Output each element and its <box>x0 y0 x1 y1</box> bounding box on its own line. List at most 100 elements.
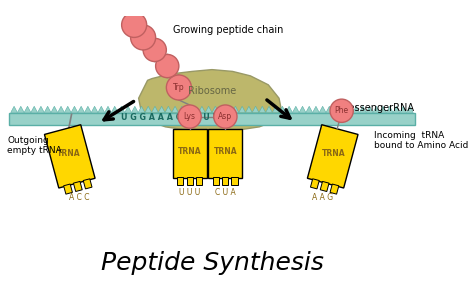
Circle shape <box>155 54 179 78</box>
Bar <box>64 184 73 194</box>
Polygon shape <box>212 106 219 113</box>
Polygon shape <box>71 106 78 113</box>
Polygon shape <box>31 106 37 113</box>
Bar <box>231 177 237 185</box>
Bar <box>307 125 358 188</box>
Polygon shape <box>64 106 71 113</box>
Polygon shape <box>373 106 380 113</box>
Polygon shape <box>158 106 165 113</box>
Polygon shape <box>339 106 346 113</box>
Text: A A G: A A G <box>312 193 333 202</box>
Polygon shape <box>219 106 225 113</box>
Text: TRNA: TRNA <box>57 149 81 158</box>
Polygon shape <box>407 106 413 113</box>
Polygon shape <box>11 106 18 113</box>
Polygon shape <box>51 106 58 113</box>
Text: Ribosome: Ribosome <box>188 86 236 96</box>
Text: Outgoing
empty tRNA: Outgoing empty tRNA <box>7 136 62 155</box>
Bar <box>213 177 219 185</box>
Polygon shape <box>380 106 386 113</box>
Polygon shape <box>44 106 51 113</box>
Polygon shape <box>185 106 192 113</box>
Text: TRNA: TRNA <box>178 147 201 156</box>
Bar <box>222 177 228 185</box>
Polygon shape <box>205 106 212 113</box>
Polygon shape <box>386 106 393 113</box>
Text: MessengerRNA: MessengerRNA <box>340 103 414 113</box>
Text: U U U: U U U <box>179 188 200 197</box>
Polygon shape <box>239 106 246 113</box>
Polygon shape <box>360 106 366 113</box>
Bar <box>73 182 82 191</box>
Polygon shape <box>37 106 44 113</box>
Bar <box>45 125 95 188</box>
Polygon shape <box>299 106 306 113</box>
Circle shape <box>143 38 166 62</box>
Bar <box>320 182 329 191</box>
Polygon shape <box>252 106 259 113</box>
Circle shape <box>330 99 353 122</box>
Polygon shape <box>265 106 273 113</box>
Text: Incoming  tRNA
bound to Amino Acid: Incoming tRNA bound to Amino Acid <box>374 130 468 150</box>
Polygon shape <box>246 106 252 113</box>
Text: Peptide Synthesis: Peptide Synthesis <box>100 251 323 275</box>
Bar <box>187 177 192 185</box>
Polygon shape <box>24 106 31 113</box>
Polygon shape <box>326 106 333 113</box>
Bar <box>330 184 339 194</box>
Polygon shape <box>292 106 299 113</box>
Circle shape <box>166 75 191 100</box>
Text: A C C: A C C <box>69 193 90 202</box>
Polygon shape <box>366 106 373 113</box>
Text: Lys: Lys <box>183 112 196 121</box>
Polygon shape <box>138 70 282 131</box>
Bar <box>177 177 183 185</box>
Polygon shape <box>225 106 232 113</box>
Polygon shape <box>131 106 138 113</box>
Polygon shape <box>58 106 64 113</box>
Text: Trp: Trp <box>173 83 185 92</box>
Text: U G G A A A G A U U U C: U G G A A A G A U U U C <box>121 114 228 122</box>
Polygon shape <box>393 106 400 113</box>
Polygon shape <box>105 106 111 113</box>
Bar <box>173 129 207 178</box>
Bar <box>83 179 92 189</box>
Polygon shape <box>165 106 172 113</box>
Circle shape <box>130 25 155 50</box>
Bar <box>9 113 415 125</box>
Polygon shape <box>273 106 279 113</box>
Text: TRNA: TRNA <box>214 147 237 156</box>
Polygon shape <box>178 106 185 113</box>
Polygon shape <box>118 106 125 113</box>
Circle shape <box>178 105 201 128</box>
Polygon shape <box>18 106 24 113</box>
Polygon shape <box>91 106 98 113</box>
Polygon shape <box>259 106 265 113</box>
Text: Phe: Phe <box>335 106 349 115</box>
Polygon shape <box>78 106 84 113</box>
Polygon shape <box>152 106 158 113</box>
Polygon shape <box>232 106 239 113</box>
Text: Growing peptide chain: Growing peptide chain <box>173 25 283 35</box>
Bar <box>310 179 319 189</box>
Text: C U A: C U A <box>215 188 236 197</box>
Text: Asp: Asp <box>219 112 232 121</box>
Polygon shape <box>306 106 312 113</box>
Polygon shape <box>319 106 326 113</box>
Polygon shape <box>125 106 131 113</box>
Polygon shape <box>111 106 118 113</box>
Circle shape <box>214 105 237 128</box>
Bar <box>209 129 242 178</box>
Polygon shape <box>98 106 105 113</box>
Polygon shape <box>279 106 286 113</box>
Bar <box>196 177 202 185</box>
Polygon shape <box>172 106 178 113</box>
Polygon shape <box>333 106 339 113</box>
Polygon shape <box>145 106 152 113</box>
Text: TRNA: TRNA <box>322 149 345 158</box>
Polygon shape <box>312 106 319 113</box>
Polygon shape <box>353 106 360 113</box>
Polygon shape <box>286 106 292 113</box>
Polygon shape <box>84 106 91 113</box>
Polygon shape <box>192 106 199 113</box>
